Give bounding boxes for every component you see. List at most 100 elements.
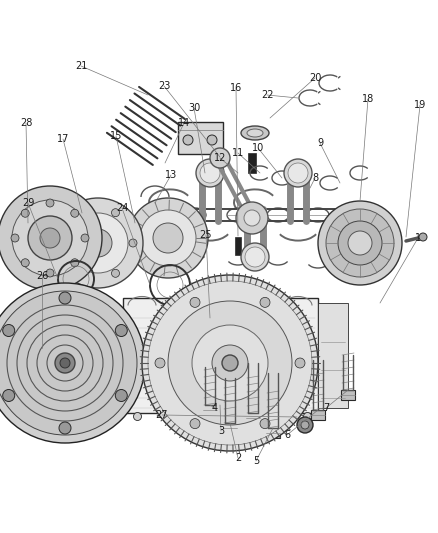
Text: 19: 19 xyxy=(414,100,426,110)
Ellipse shape xyxy=(220,305,240,317)
Circle shape xyxy=(212,345,248,381)
Circle shape xyxy=(59,292,71,304)
Text: 28: 28 xyxy=(20,118,32,128)
Circle shape xyxy=(84,229,112,257)
Text: 7: 7 xyxy=(323,403,329,413)
Text: 17: 17 xyxy=(57,134,69,144)
Text: 24: 24 xyxy=(116,203,128,213)
Circle shape xyxy=(153,223,183,253)
Circle shape xyxy=(244,210,260,226)
Circle shape xyxy=(241,243,269,271)
Circle shape xyxy=(0,283,145,443)
Circle shape xyxy=(11,234,19,242)
Text: 8: 8 xyxy=(312,173,318,183)
Circle shape xyxy=(219,413,226,421)
Circle shape xyxy=(326,209,394,277)
Text: 3: 3 xyxy=(218,426,224,436)
Circle shape xyxy=(0,291,137,435)
Circle shape xyxy=(68,213,128,273)
Circle shape xyxy=(71,209,79,217)
Text: 26: 26 xyxy=(36,271,48,281)
Circle shape xyxy=(297,417,313,433)
Circle shape xyxy=(140,210,196,266)
Text: 30: 30 xyxy=(188,103,200,113)
Circle shape xyxy=(338,221,382,265)
Circle shape xyxy=(156,243,184,271)
Bar xyxy=(318,303,347,408)
Bar xyxy=(248,153,256,173)
Ellipse shape xyxy=(276,353,288,373)
Circle shape xyxy=(348,231,372,255)
Circle shape xyxy=(40,228,60,248)
Circle shape xyxy=(260,297,270,308)
Text: 23: 23 xyxy=(158,81,170,91)
Circle shape xyxy=(60,358,70,368)
Circle shape xyxy=(245,247,265,267)
Circle shape xyxy=(168,301,292,425)
Bar xyxy=(223,423,237,433)
Circle shape xyxy=(134,413,141,421)
Circle shape xyxy=(77,269,85,277)
Circle shape xyxy=(190,418,200,429)
Circle shape xyxy=(304,413,311,421)
Ellipse shape xyxy=(258,392,275,408)
Text: 16: 16 xyxy=(230,83,242,93)
Text: 29: 29 xyxy=(22,198,34,208)
Ellipse shape xyxy=(241,126,269,140)
Circle shape xyxy=(46,199,54,207)
Circle shape xyxy=(196,159,224,187)
Circle shape xyxy=(112,209,120,217)
Circle shape xyxy=(210,148,230,168)
Circle shape xyxy=(12,200,88,276)
Circle shape xyxy=(115,390,127,401)
Circle shape xyxy=(288,163,308,183)
Circle shape xyxy=(46,269,54,277)
Circle shape xyxy=(3,390,15,401)
Text: 10: 10 xyxy=(252,143,264,153)
Text: 21: 21 xyxy=(75,61,87,71)
Circle shape xyxy=(207,135,217,145)
Text: 25: 25 xyxy=(200,230,212,240)
Circle shape xyxy=(222,355,238,371)
Text: 13: 13 xyxy=(165,170,177,180)
Text: 15: 15 xyxy=(110,131,122,141)
Text: 5: 5 xyxy=(253,456,259,466)
Circle shape xyxy=(192,325,268,401)
Circle shape xyxy=(129,239,137,247)
Circle shape xyxy=(59,239,67,247)
Bar xyxy=(341,390,355,400)
Ellipse shape xyxy=(247,129,263,137)
Text: 9: 9 xyxy=(317,138,323,148)
Ellipse shape xyxy=(185,318,201,335)
Circle shape xyxy=(419,233,427,241)
Text: 14: 14 xyxy=(178,118,190,128)
Circle shape xyxy=(284,159,312,187)
Ellipse shape xyxy=(220,409,240,421)
Circle shape xyxy=(3,325,15,336)
Circle shape xyxy=(260,418,270,429)
Text: 11: 11 xyxy=(232,148,244,158)
Text: 6: 6 xyxy=(284,430,290,440)
Bar xyxy=(311,410,325,420)
Bar xyxy=(246,413,260,423)
Text: 2: 2 xyxy=(235,453,241,463)
Circle shape xyxy=(128,198,208,278)
Text: 20: 20 xyxy=(309,73,321,83)
Circle shape xyxy=(301,421,309,429)
Circle shape xyxy=(21,259,29,266)
Circle shape xyxy=(115,325,127,336)
Circle shape xyxy=(112,269,120,277)
Circle shape xyxy=(81,234,89,242)
Circle shape xyxy=(155,358,165,368)
Bar xyxy=(177,122,223,154)
Circle shape xyxy=(21,209,29,217)
Circle shape xyxy=(160,247,180,267)
Text: 4: 4 xyxy=(212,403,218,413)
Circle shape xyxy=(236,202,268,234)
Circle shape xyxy=(190,297,200,308)
Circle shape xyxy=(71,259,79,266)
Bar xyxy=(266,428,280,438)
Circle shape xyxy=(0,186,102,290)
Bar xyxy=(203,405,217,415)
Circle shape xyxy=(142,275,318,451)
